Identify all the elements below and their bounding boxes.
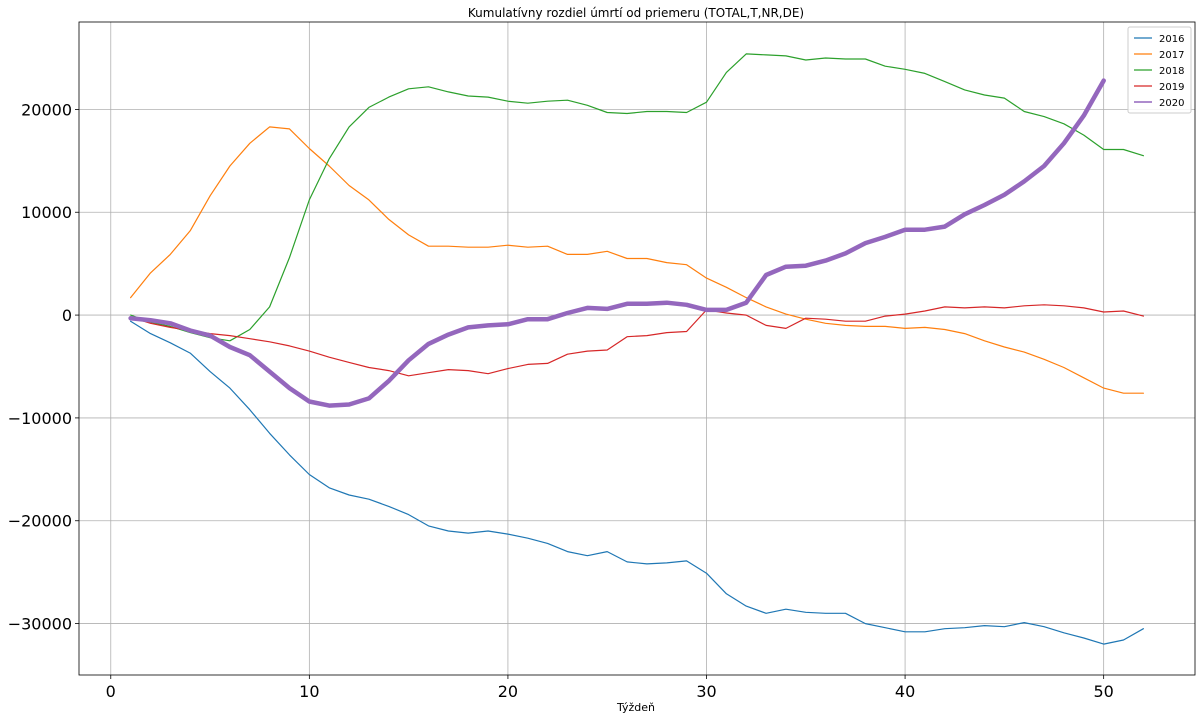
x-tick-label: 20	[498, 682, 518, 701]
legend-label-2019: 2019	[1159, 82, 1184, 93]
plot-area	[79, 22, 1195, 675]
x-axis-label: Týždeň	[616, 701, 655, 714]
legend-label-2016: 2016	[1159, 34, 1184, 45]
y-tick-label: −30000	[8, 615, 72, 634]
x-tick-label: 30	[696, 682, 716, 701]
chart-title: Kumulatívny rozdiel úmrtí od priemeru (T…	[468, 6, 804, 20]
y-tick-label: 10000	[21, 203, 72, 222]
legend-label-2020: 2020	[1159, 98, 1184, 109]
grid	[79, 22, 1195, 675]
legend-label-2017: 2017	[1159, 50, 1184, 61]
x-tick-label: 50	[1093, 682, 1113, 701]
y-tick-label: −10000	[8, 409, 72, 428]
series-line-2020	[128, 78, 1106, 408]
series-line-2017	[130, 126, 1145, 394]
x-tick-label: 40	[895, 682, 915, 701]
y-tick-label: −20000	[8, 512, 72, 531]
y-tick-label: 0	[62, 306, 72, 325]
legend-label-2018: 2018	[1159, 66, 1184, 77]
x-tick-label: 0	[106, 682, 116, 701]
series-line-2016	[130, 320, 1145, 645]
axes-frame	[78, 21, 1196, 676]
y-tick-label: 20000	[21, 100, 72, 119]
y-axis-ticks: −30000 −20000 −10000 0 10000 20000	[8, 100, 79, 634]
series-line-2019	[130, 304, 1145, 377]
x-axis-ticks: 0 10 20 30 40 50	[106, 675, 1114, 701]
series-lines	[128, 53, 1145, 645]
legend: 2016 2017 2018 2019 2020	[1127, 26, 1192, 114]
series-line-2018	[130, 53, 1145, 342]
x-tick-label: 10	[299, 682, 319, 701]
legend-box	[1127, 26, 1192, 114]
